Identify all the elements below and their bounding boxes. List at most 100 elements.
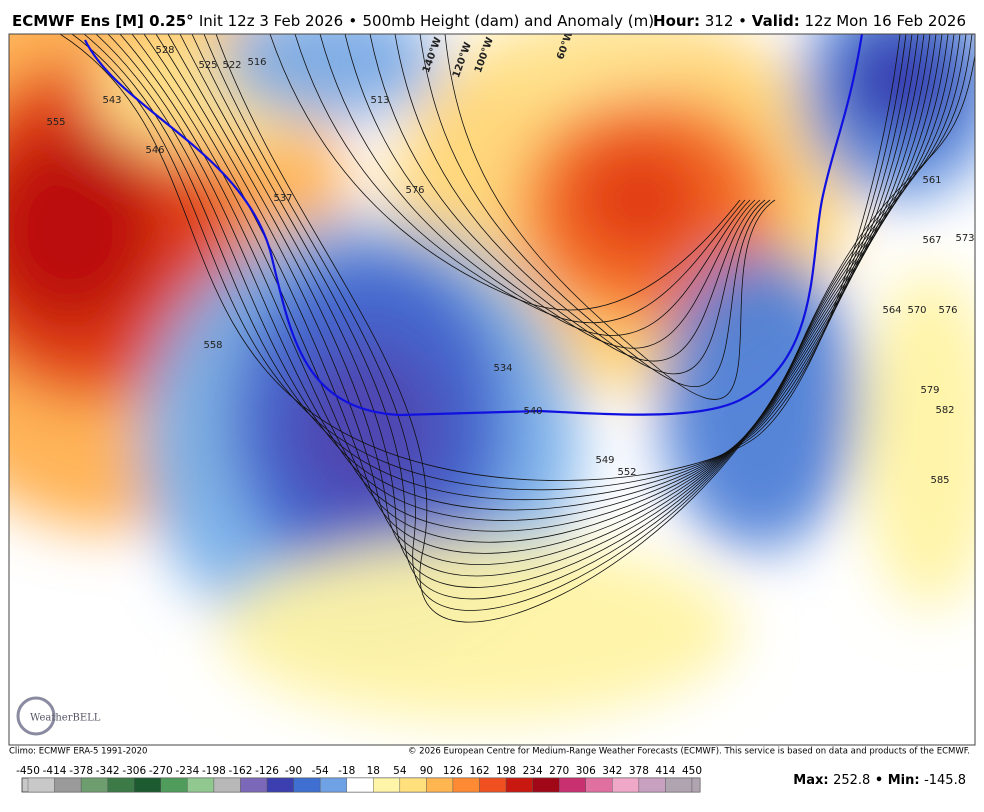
contour-line: [179, 34, 961, 588]
contour-line: [319, 34, 751, 336]
field: 500mb Height (dam) and Anomaly (m): [363, 12, 655, 30]
anomaly-area: [460, 34, 700, 100]
colorbar-label: -54: [312, 765, 329, 777]
max: 252.8: [833, 773, 870, 788]
colorbar-swatch: [585, 777, 613, 793]
contour-line: [167, 34, 955, 577]
separator: •: [348, 12, 357, 30]
colorbar-label: -450: [16, 765, 40, 777]
colorbar-swatch: [532, 777, 560, 793]
colorbar-label: -270: [149, 765, 173, 777]
separator: •: [875, 773, 883, 788]
contour-label: 543: [102, 95, 121, 106]
contour-label: 567: [922, 235, 941, 246]
contour-label: 570: [907, 305, 926, 316]
contour-labels: 528 525 522 543 555 546 537 558 516 513 576 534 540 5…: [46, 34, 974, 486]
colorbar-label: 162: [469, 765, 489, 777]
colorbar-label: 234: [523, 765, 543, 777]
contour-label: 516: [247, 57, 266, 68]
colorbar-label: 54: [393, 765, 407, 777]
anomaly-shading: [9, 34, 975, 720]
colorbar-swatch: [399, 777, 427, 793]
anomaly-area: [840, 34, 960, 140]
contour-label: 558: [203, 340, 222, 351]
colorbar-swatch: [54, 777, 82, 793]
colorbar-label: -162: [229, 765, 253, 777]
colorbar-swatch: [559, 777, 586, 793]
colorbar-label: 378: [629, 765, 649, 777]
colorbar-swatch: [293, 777, 321, 793]
colorbar-swatch: [319, 777, 347, 793]
init: Init 12z 3 Feb 2026: [199, 12, 343, 30]
map: 528 525 522 543 555 546 537 558 516 513 576 534 540 5…: [9, 34, 975, 720]
contour-label: 555: [46, 117, 65, 128]
stats: Max: 252.8 • Min: -145.8: [793, 773, 966, 788]
contour-label: 561: [922, 175, 941, 186]
contour-label: 576: [405, 185, 424, 196]
colorbar-swatch: [665, 777, 693, 793]
colorbar-label: 198: [496, 765, 516, 777]
anomaly-area: [220, 34, 440, 120]
colorbar-label: 90: [420, 765, 433, 777]
colorbar-swatch: [240, 777, 268, 793]
map-frame: [8, 33, 976, 746]
hour: 312: [705, 12, 734, 30]
colorbar-label: 270: [549, 765, 569, 777]
max-label: Max:: [793, 773, 828, 788]
contour-label: 585: [930, 475, 949, 486]
anomaly-area: [220, 540, 740, 720]
contour-label: 528: [155, 45, 174, 56]
anomaly-area: [285, 340, 445, 520]
contour-label: 522: [222, 60, 241, 71]
colorbar-swatch: [479, 777, 507, 793]
anomaly-area: [9, 130, 160, 330]
min: -145.8: [924, 773, 966, 788]
contour-label: 582: [935, 405, 954, 416]
contour-line: [203, 34, 973, 611]
logo: WeatherBELL: [30, 713, 101, 724]
colorbar-label: -18: [338, 765, 355, 777]
colorbar-swatch: [134, 777, 162, 793]
contour-line: [444, 34, 776, 400]
copyright: © 2026 European Centre for Medium-Range …: [408, 747, 970, 757]
colorbar-swatch: [612, 777, 640, 793]
contour-label: 552: [617, 467, 636, 478]
valid: 12z Mon 16 Feb 2026: [805, 12, 966, 30]
colorbar-swatch: [638, 777, 666, 793]
contour-label: 576: [938, 305, 957, 316]
colorbar-label: -342: [96, 765, 120, 777]
contour-label: 549: [595, 455, 614, 466]
colorbar-swatch: [160, 777, 188, 793]
contour-line: [394, 34, 766, 375]
valid-info: Hour: 312 • Valid: 12z Mon 16 Feb 2026: [653, 12, 966, 30]
colorbar-label: 414: [655, 765, 675, 777]
colorbar-label: -378: [69, 765, 93, 777]
contour-label: 573: [955, 233, 974, 244]
contour-line: [215, 34, 975, 623]
colorbar-swatch: [213, 777, 241, 793]
model: ECMWF Ens [M] 0.25°: [12, 12, 194, 30]
anomaly-area: [860, 270, 975, 610]
colorbar-swatch: [80, 777, 108, 793]
contour-line: [294, 34, 746, 324]
colorbar: -450 -414 -378 -342 -306 -270 -234 -198 -162 -126…: [16, 765, 702, 793]
contour-label: 540: [523, 406, 542, 417]
contour-line: [369, 34, 761, 362]
contour-label: 534: [493, 363, 512, 374]
colorbar-swatch: [452, 777, 480, 793]
colorbar-end: [691, 777, 701, 793]
contour-line: [419, 34, 771, 388]
contour-line: [155, 34, 949, 565]
colorbar-swatch: [107, 777, 135, 793]
colorbar-swatch: [426, 777, 454, 793]
contour-line: [344, 34, 756, 349]
contour-line: [191, 34, 967, 600]
anomaly-area: [570, 140, 710, 260]
contour-540: [84, 34, 864, 417]
hour-label: Hour:: [653, 12, 700, 30]
colorbar-swatch: [27, 777, 55, 793]
colorbar-label: 342: [602, 765, 622, 777]
valid-label: Valid:: [752, 12, 800, 30]
colorbar-label: -126: [255, 765, 279, 777]
contour-label: 525: [198, 60, 217, 71]
